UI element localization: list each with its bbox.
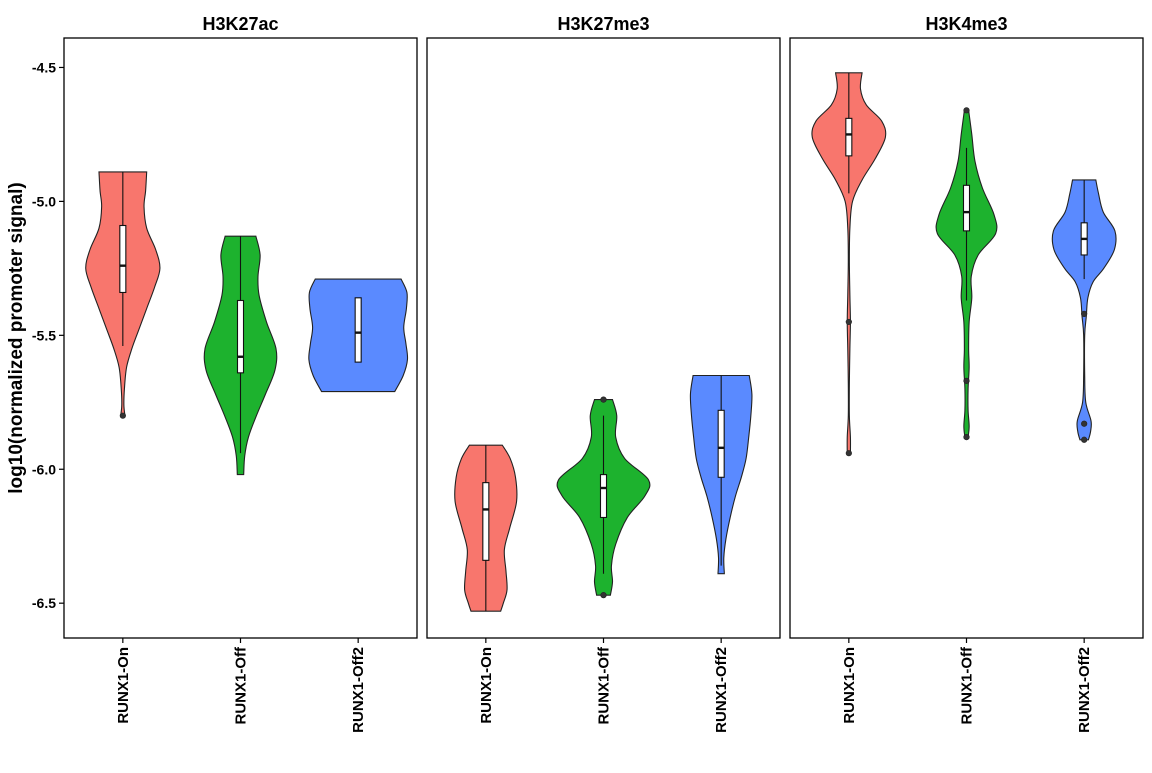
iqr-box [845,117,853,157]
y-tick-label: -6.0 [32,461,56,477]
iqr-box [962,184,971,232]
outlier-point [600,592,607,599]
x-tick-label: RUNX1-Off2 [1076,647,1093,733]
panel-h3k4me3: H3K4me3 RUNX1-On RUNX1-Off RUNX1-Off2 [789,14,1144,733]
x-tick-label: RUNX1-Off2 [713,647,730,733]
y-axis-title: log10(normalized promoter signal) [6,182,27,493]
x-tick-label: RUNX1-On [478,647,495,724]
outlier-point [1081,310,1088,317]
outlier-point [845,450,852,457]
panel-h3k27me3: H3K27me3 RUNX1-On RUNX1-Off RUNX1-Off2 [426,14,781,733]
y-tick-label: -6.5 [32,595,56,611]
outlier-point [963,377,970,384]
violin-runx1-off2: RUNX1-Off2 [689,374,753,733]
y-tick-label: -5.5 [32,327,56,343]
outlier-point [845,318,852,326]
violin-runx1-off: RUNX1-Off [935,107,998,725]
violin-runx1-off2: RUNX1-Off2 [308,278,409,733]
x-tick-label: RUNX1-Off [596,646,613,725]
violin-shape [1051,179,1117,441]
iqr-box [354,297,362,363]
x-tick-label: RUNX1-On [115,647,132,724]
outlier-point [1081,420,1088,427]
outlier-point [1081,436,1088,443]
x-tick-label: RUNX1-Off2 [350,647,367,733]
panel-h3k27ac: H3K27ac -4.5 -5.0 -5.5 -6.0 -6.5 RUNX1-On RUNX1… [32,14,418,733]
violin-runx1-off: RUNX1-Off [556,396,651,725]
facet-title: H3K27me3 [557,14,649,34]
iqr-box [717,409,725,478]
x-tick-label: RUNX1-Off [959,646,976,725]
iqr-box [119,224,127,294]
y-tick-label: -5.0 [32,193,56,209]
y-tick-label: -4.5 [32,59,56,75]
iqr-box [599,474,608,519]
x-tick-label: RUNX1-Off [233,646,250,725]
violin-runx1-on: RUNX1-On [85,171,161,724]
iqr-box [482,482,490,561]
violin-runx1-on: RUNX1-On [811,72,887,724]
violin-runx1-off2: RUNX1-Off2 [1051,179,1117,733]
outlier-point [963,107,970,114]
facet-title: H3K27ac [202,14,278,34]
iqr-box [236,299,245,374]
outlier-point [963,434,970,441]
panels-layer: H3K27ac -4.5 -5.0 -5.5 -6.0 -6.5 RUNX1-On RUNX1… [32,14,1144,733]
x-tick-label: RUNX1-On [841,647,858,724]
facet-title: H3K4me3 [925,14,1007,34]
outlier-point [119,412,126,419]
violin-runx1-on: RUNX1-On [454,444,518,724]
outlier-point [600,396,607,403]
violin-runx1-off: RUNX1-Off [203,235,278,725]
